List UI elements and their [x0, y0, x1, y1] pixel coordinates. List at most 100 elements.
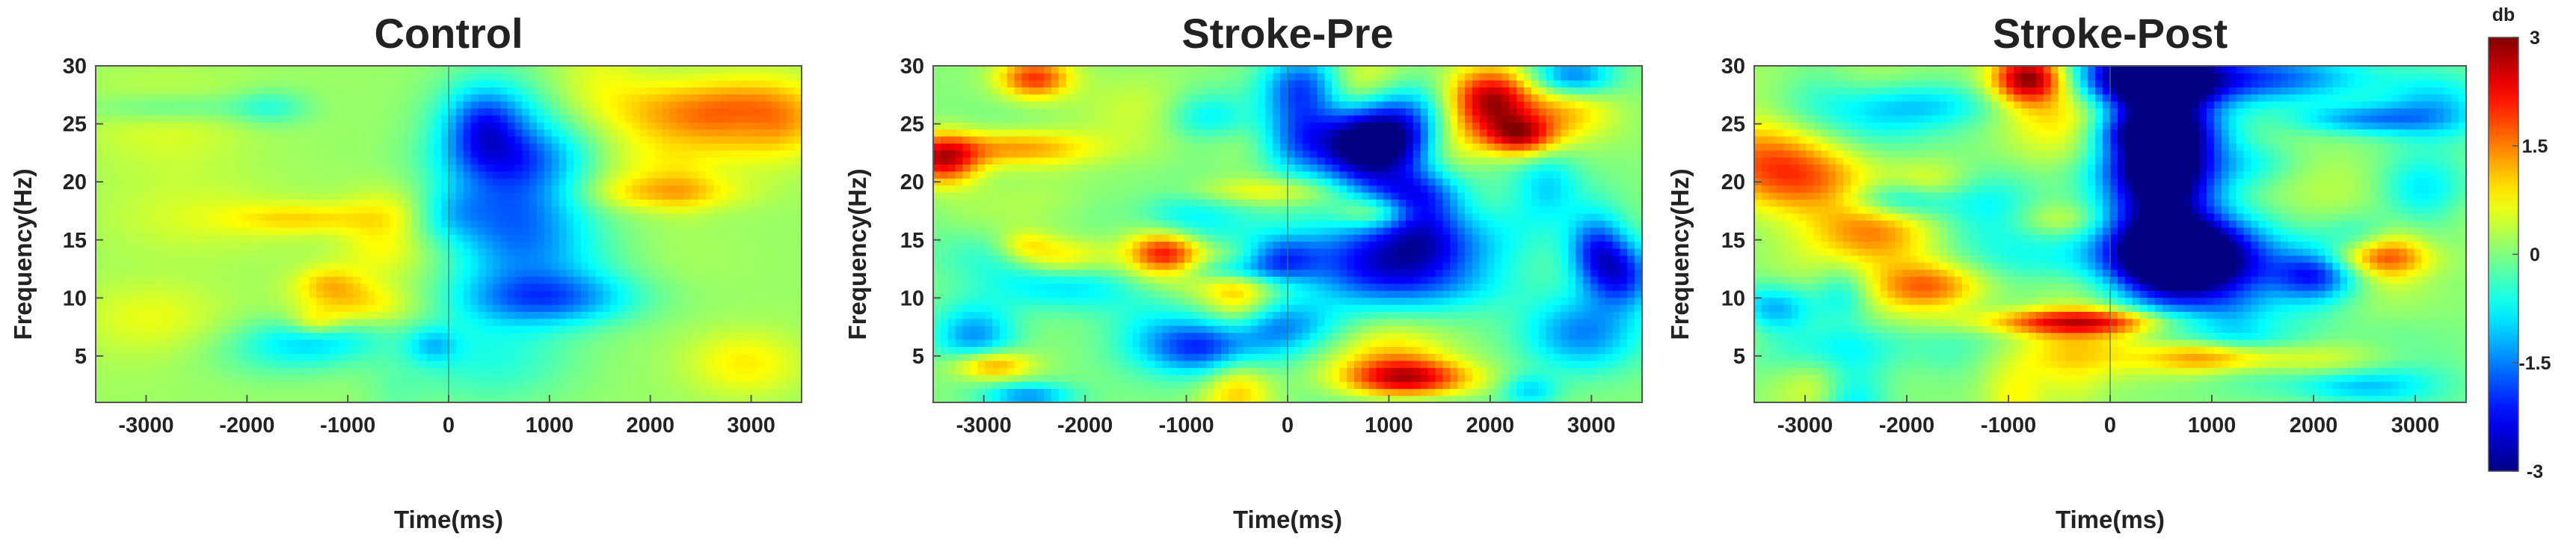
- heatmap-cell: [419, 156, 428, 165]
- heatmap-cell: [411, 276, 420, 284]
- heatmap-cell: [162, 297, 170, 305]
- heatmap-cell: [940, 220, 949, 228]
- heatmap-cell: [353, 374, 361, 382]
- heatmap-cell: [294, 114, 303, 123]
- heatmap-cell: [632, 156, 641, 165]
- heatmap-cell: [683, 297, 692, 305]
- heatmap-cell: [595, 255, 604, 263]
- heatmap-cell: [595, 248, 604, 256]
- heatmap-cell: [639, 79, 648, 88]
- heatmap-cell: [595, 199, 604, 207]
- heatmap-cell: [940, 339, 949, 347]
- heatmap-cell: [507, 206, 516, 214]
- heatmap-cell: [493, 212, 501, 221]
- heatmap-cell: [397, 381, 405, 390]
- heatmap-cell: [316, 297, 325, 305]
- heatmap-cell: [977, 395, 986, 403]
- heatmap-cell: [110, 129, 119, 137]
- heatmap-cell: [544, 191, 553, 200]
- heatmap-cell: [411, 178, 420, 186]
- heatmap-cell: [96, 283, 104, 291]
- heatmap-cell: [764, 346, 773, 355]
- heatmap-cell: [228, 212, 236, 221]
- heatmap-cell: [301, 255, 310, 263]
- heatmap-cell: [713, 143, 722, 151]
- heatmap-cell: [757, 353, 766, 361]
- heatmap-cell: [221, 227, 229, 235]
- heatmap-cell: [397, 388, 405, 396]
- heatmap-cell: [947, 290, 956, 298]
- heatmap-cell: [470, 185, 479, 193]
- heatmap-cell: [566, 156, 574, 165]
- heatmap-cell: [522, 212, 530, 221]
- heatmap-cell: [933, 339, 941, 347]
- heatmap-cell: [955, 297, 964, 305]
- heatmap-cell: [625, 388, 633, 396]
- heatmap-cell: [654, 156, 663, 165]
- heatmap-cell: [955, 269, 964, 277]
- heatmap-cell: [632, 241, 641, 249]
- heatmap-cell: [698, 93, 707, 102]
- heatmap-cell: [235, 191, 244, 200]
- heatmap-cell: [940, 269, 949, 277]
- heatmap-cell: [147, 199, 156, 207]
- heatmap-cell: [390, 185, 398, 193]
- heatmap-cell: [595, 283, 604, 291]
- heatmap-cell: [676, 212, 685, 221]
- heatmap-cell: [977, 129, 986, 137]
- heatmap-cell: [551, 290, 560, 298]
- heatmap-cell: [434, 283, 442, 291]
- heatmap-cell: [132, 311, 141, 319]
- heatmap-cell: [947, 135, 956, 144]
- heatmap-cell: [279, 374, 288, 382]
- heatmap-cell: [235, 212, 244, 221]
- heatmap-cell: [779, 156, 788, 165]
- heatmap-cell: [434, 395, 442, 403]
- heatmap-cell: [375, 255, 384, 263]
- heatmap-cell: [610, 255, 618, 263]
- heatmap-cell: [426, 93, 435, 102]
- heatmap-cell: [419, 93, 428, 102]
- heatmap-cell: [294, 185, 303, 193]
- heatmap-cell: [228, 122, 236, 130]
- heatmap-cell: [676, 87, 685, 95]
- heatmap-cell: [419, 129, 428, 137]
- heatmap-cell: [522, 304, 530, 312]
- heatmap-cell: [382, 122, 391, 130]
- heatmap-cell: [309, 311, 317, 319]
- heatmap-cell: [360, 212, 369, 221]
- heatmap-cell: [110, 143, 119, 151]
- heatmap-cell: [618, 206, 626, 214]
- heatmap-cell: [463, 199, 472, 207]
- heatmap-cell: [955, 87, 964, 95]
- heatmap-cell: [117, 262, 126, 270]
- heatmap-cell: [426, 87, 435, 95]
- heatmap-cell: [110, 304, 119, 312]
- heatmap-cell: [96, 262, 104, 270]
- heatmap-cell: [698, 318, 707, 326]
- heatmap-cell: [235, 87, 244, 95]
- heatmap-cell: [654, 339, 663, 347]
- heatmap-cell: [154, 283, 163, 291]
- heatmap-cell: [309, 332, 317, 340]
- heatmap-cell: [977, 114, 986, 123]
- heatmap-cell: [514, 248, 523, 256]
- heatmap-cell: [595, 73, 604, 81]
- heatmap-cell: [566, 262, 574, 270]
- heatmap-cell: [294, 262, 303, 270]
- heatmap-cell: [455, 129, 464, 137]
- heatmap-cell: [184, 325, 192, 334]
- heatmap-cell: [294, 381, 303, 390]
- heatmap-cell: [140, 353, 148, 361]
- heatmap-cell: [353, 339, 361, 347]
- heatmap-cell: [787, 346, 795, 355]
- heatmap-cell: [345, 93, 354, 102]
- heatmap-cell: [691, 262, 700, 270]
- heatmap-cell: [272, 227, 280, 235]
- heatmap-cell: [338, 381, 347, 390]
- heatmap-cell: [125, 206, 133, 214]
- heatmap-cell: [581, 248, 589, 256]
- heatmap-cell: [787, 262, 795, 270]
- heatmap-cell: [485, 212, 494, 221]
- heatmap-cell: [279, 87, 288, 95]
